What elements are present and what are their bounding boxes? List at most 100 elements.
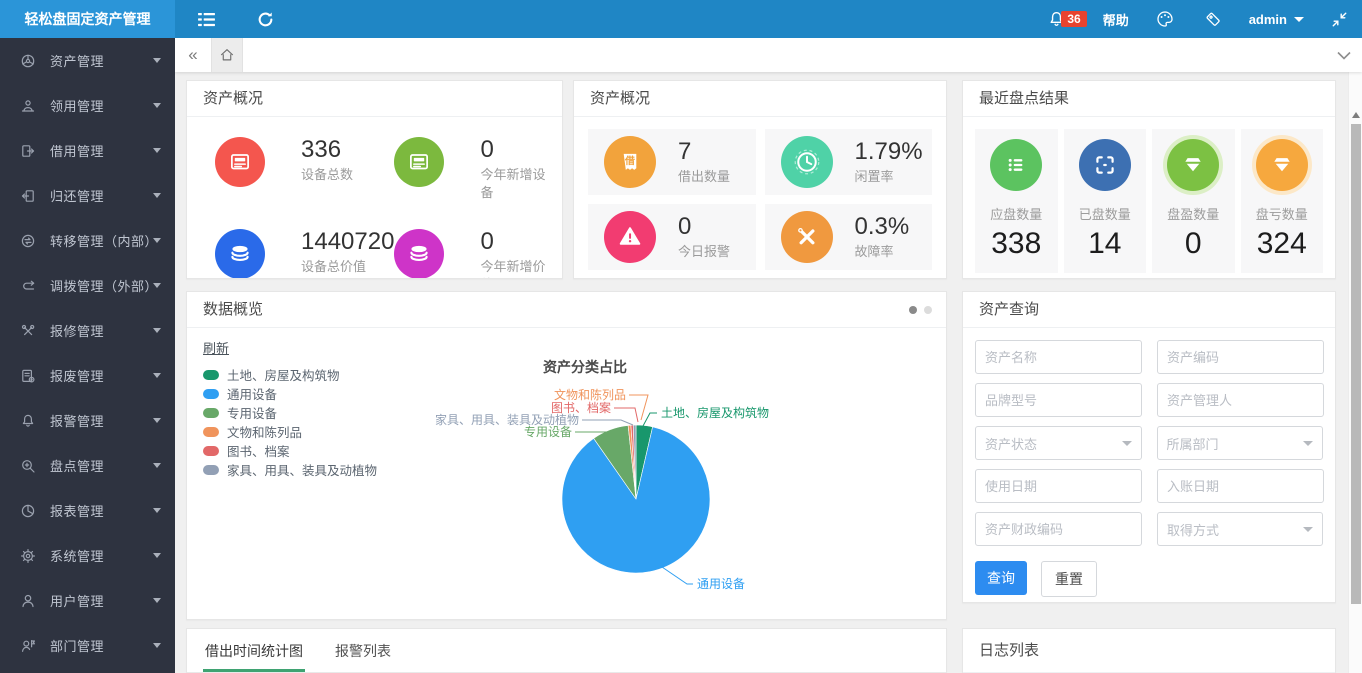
legend-item[interactable]: 土地、房屋及构筑物 bbox=[203, 365, 377, 384]
dashboard-content: 资产概况 336 设备总数 0 今年新增设备 bbox=[175, 72, 1348, 673]
report-icon bbox=[21, 504, 35, 517]
sidebar-nav: 资产管理 领用管理 借用管理 归还管理 转移管理（内部） 调拨管理（外部） bbox=[0, 38, 175, 673]
fiscal-code-input[interactable] bbox=[975, 512, 1142, 546]
asset-manager-input[interactable] bbox=[1157, 383, 1324, 417]
scroll-up-arrow[interactable] bbox=[1352, 112, 1360, 118]
asset-status-select[interactable]: 资产状态 bbox=[975, 426, 1142, 460]
stat-label: 今年新增设备 bbox=[480, 167, 546, 200]
legend-item[interactable]: 文物和陈列品 bbox=[203, 422, 377, 441]
app-title: 轻松盘固定资产管理 bbox=[0, 0, 175, 38]
sidebar-item-allocate-external[interactable]: 调拨管理（外部） bbox=[0, 263, 175, 308]
gem-icon bbox=[1274, 158, 1290, 172]
receive-icon bbox=[21, 99, 35, 112]
compress-screen-button[interactable] bbox=[1316, 0, 1362, 38]
tab-lend-time-chart[interactable]: 借出时间统计图 bbox=[203, 629, 305, 672]
scrollbar-thumb[interactable] bbox=[1350, 124, 1361, 604]
stat-value: 338 bbox=[991, 227, 1042, 260]
sidebar-item-label: 用户管理 bbox=[50, 594, 105, 609]
inventory-icon bbox=[22, 459, 35, 473]
main-area: « 资产概况 336 设备总数 bbox=[175, 38, 1362, 673]
acquisition-method-select[interactable]: 取得方式 bbox=[1157, 512, 1323, 546]
user-menu[interactable]: admin bbox=[1237, 12, 1316, 27]
pie-label: 通用设备 bbox=[697, 577, 745, 591]
use-date-input[interactable] bbox=[975, 469, 1142, 503]
stat-value: 0 bbox=[480, 136, 494, 163]
stat-total-value: 1440720 设备总价值 bbox=[215, 228, 395, 278]
help-link[interactable]: 帮助 bbox=[1102, 12, 1129, 28]
sidebar-item-repair[interactable]: 报修管理 bbox=[0, 308, 175, 353]
scan-icon bbox=[1096, 156, 1114, 174]
carousel-dot[interactable] bbox=[924, 306, 932, 314]
list-icon bbox=[1008, 158, 1023, 172]
card-title: 资产概况 bbox=[187, 81, 562, 117]
sidebar-item-departments[interactable]: 部门管理 bbox=[0, 623, 175, 668]
tag-icon bbox=[1206, 12, 1220, 26]
sidebar-item-scrap[interactable]: 报废管理 bbox=[0, 353, 175, 398]
home-tab[interactable] bbox=[211, 38, 243, 72]
sidebar-item-return[interactable]: 归还管理 bbox=[0, 173, 175, 218]
pie-label: 图书、档案 bbox=[551, 400, 611, 415]
pie-label: 土地、房屋及构筑物 bbox=[661, 405, 769, 420]
chevron-down-icon bbox=[153, 508, 161, 513]
legend-item[interactable]: 专用设备 bbox=[203, 403, 377, 422]
sidebar-item-assets[interactable]: 资产管理 bbox=[0, 38, 175, 83]
gear-icon bbox=[21, 548, 35, 563]
stat-deficit: 盘亏数量 324 bbox=[1240, 129, 1323, 273]
allocate-icon bbox=[23, 280, 35, 290]
reset-button[interactable]: 重置 bbox=[1041, 561, 1097, 597]
stat-label: 闲置率 bbox=[854, 168, 894, 184]
card-title: 最近盘点结果 bbox=[963, 81, 1335, 117]
database-icon bbox=[231, 245, 249, 262]
refresh-button[interactable] bbox=[242, 0, 289, 38]
palette-icon bbox=[1157, 11, 1173, 27]
clock-icon bbox=[794, 149, 819, 175]
tab-alarm-list[interactable]: 报警列表 bbox=[335, 642, 391, 659]
department-select[interactable]: 所属部门 bbox=[1156, 426, 1323, 460]
theme-button[interactable] bbox=[1141, 0, 1189, 38]
transfer-icon bbox=[21, 234, 35, 247]
device-icon bbox=[231, 154, 249, 170]
department-icon bbox=[22, 639, 35, 652]
stat-value: 1440720 bbox=[301, 228, 395, 255]
pie-label: 家具、用具、装具及动植物 bbox=[435, 412, 579, 427]
sidebar-item-inventory[interactable]: 盘点管理 bbox=[0, 443, 175, 488]
carousel-dot-active[interactable] bbox=[909, 306, 917, 314]
wheel-icon bbox=[21, 54, 35, 67]
chevron-down-icon bbox=[153, 643, 161, 648]
collapse-tabs-button[interactable]: « bbox=[188, 45, 198, 64]
notification-badge: 36 bbox=[1061, 11, 1087, 27]
sidebar-item-label: 报废管理 bbox=[50, 369, 105, 384]
warning-icon bbox=[619, 227, 641, 245]
sidebar-item-borrow[interactable]: 借用管理 bbox=[0, 128, 175, 173]
tag-button[interactable] bbox=[1189, 0, 1237, 38]
sidebar-item-label: 盘点管理 bbox=[50, 459, 105, 474]
chevron-down-icon bbox=[153, 103, 161, 108]
chevron-down-icon bbox=[153, 463, 161, 468]
sidebar-item-users[interactable]: 用户管理 bbox=[0, 578, 175, 623]
stat-value: 0 bbox=[480, 228, 494, 255]
tab-list-dropdown[interactable] bbox=[1326, 38, 1362, 72]
stat-value: 14 bbox=[1088, 227, 1122, 260]
menu-toggle-button[interactable] bbox=[183, 0, 230, 38]
card-log-list: 日志列表 bbox=[962, 628, 1336, 673]
bell-icon bbox=[1050, 11, 1063, 26]
sidebar-item-alarm[interactable]: 报警管理 bbox=[0, 398, 175, 443]
asset-name-input[interactable] bbox=[975, 340, 1142, 374]
notifications-button[interactable] bbox=[1033, 0, 1069, 38]
asset-code-input[interactable] bbox=[1157, 340, 1324, 374]
stat-counted: 已盘数量 14 bbox=[1063, 129, 1146, 273]
sidebar-item-reports[interactable]: 报表管理 bbox=[0, 488, 175, 533]
entry-date-input[interactable] bbox=[1157, 469, 1324, 503]
brand-model-input[interactable] bbox=[975, 383, 1142, 417]
refresh-link[interactable]: 刷新 bbox=[203, 341, 230, 356]
card-title: 数据概览 bbox=[203, 301, 264, 318]
legend-item[interactable]: 图书、档案 bbox=[203, 441, 377, 460]
legend-swatch bbox=[203, 426, 219, 437]
search-button[interactable]: 查询 bbox=[975, 561, 1027, 595]
legend-item[interactable]: 家具、用具、装具及动植物 bbox=[203, 460, 377, 479]
legend-item[interactable]: 通用设备 bbox=[203, 384, 377, 403]
sidebar-item-receive[interactable]: 领用管理 bbox=[0, 83, 175, 128]
sidebar-item-system[interactable]: 系统管理 bbox=[0, 533, 175, 578]
sidebar-item-transfer-internal[interactable]: 转移管理（内部） bbox=[0, 218, 175, 263]
